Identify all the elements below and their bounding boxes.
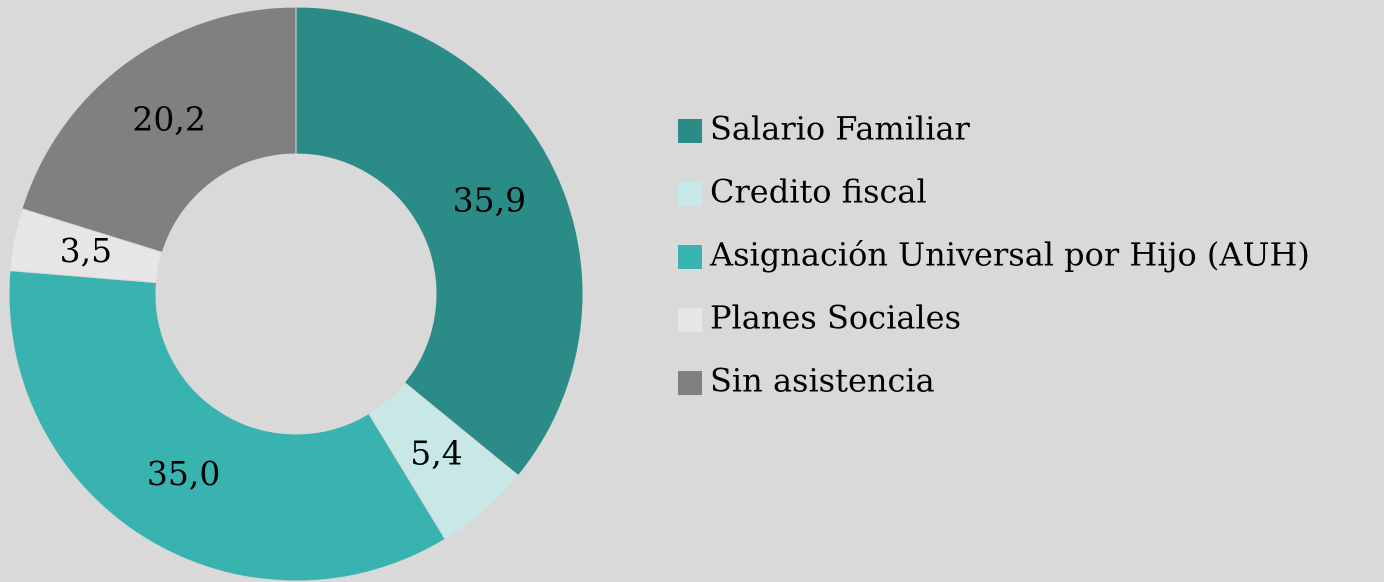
data-label: 5,4: [410, 433, 462, 472]
data-label: 3,5: [60, 231, 112, 270]
donut-segment: [295, 6, 584, 477]
data-label: 35,9: [453, 180, 526, 219]
legend-swatch: [678, 245, 702, 269]
data-label: 35,0: [147, 454, 220, 493]
legend-swatch: [678, 371, 702, 395]
legend-label: Asignación Universal por Hijo (AUH): [709, 236, 1310, 274]
legend-label: Sin asistencia: [710, 362, 935, 400]
legend-swatch: [678, 119, 702, 143]
legend-swatch: [678, 308, 702, 332]
legend-label: Salario Familiar: [710, 110, 971, 148]
donut-segment: [8, 270, 446, 582]
legend-swatch: [678, 182, 702, 206]
legend-label: Planes Sociales: [710, 299, 961, 337]
donut-segment: [21, 6, 297, 254]
legend-label: Credito fiscal: [710, 173, 927, 211]
data-label: 20,2: [132, 100, 205, 139]
